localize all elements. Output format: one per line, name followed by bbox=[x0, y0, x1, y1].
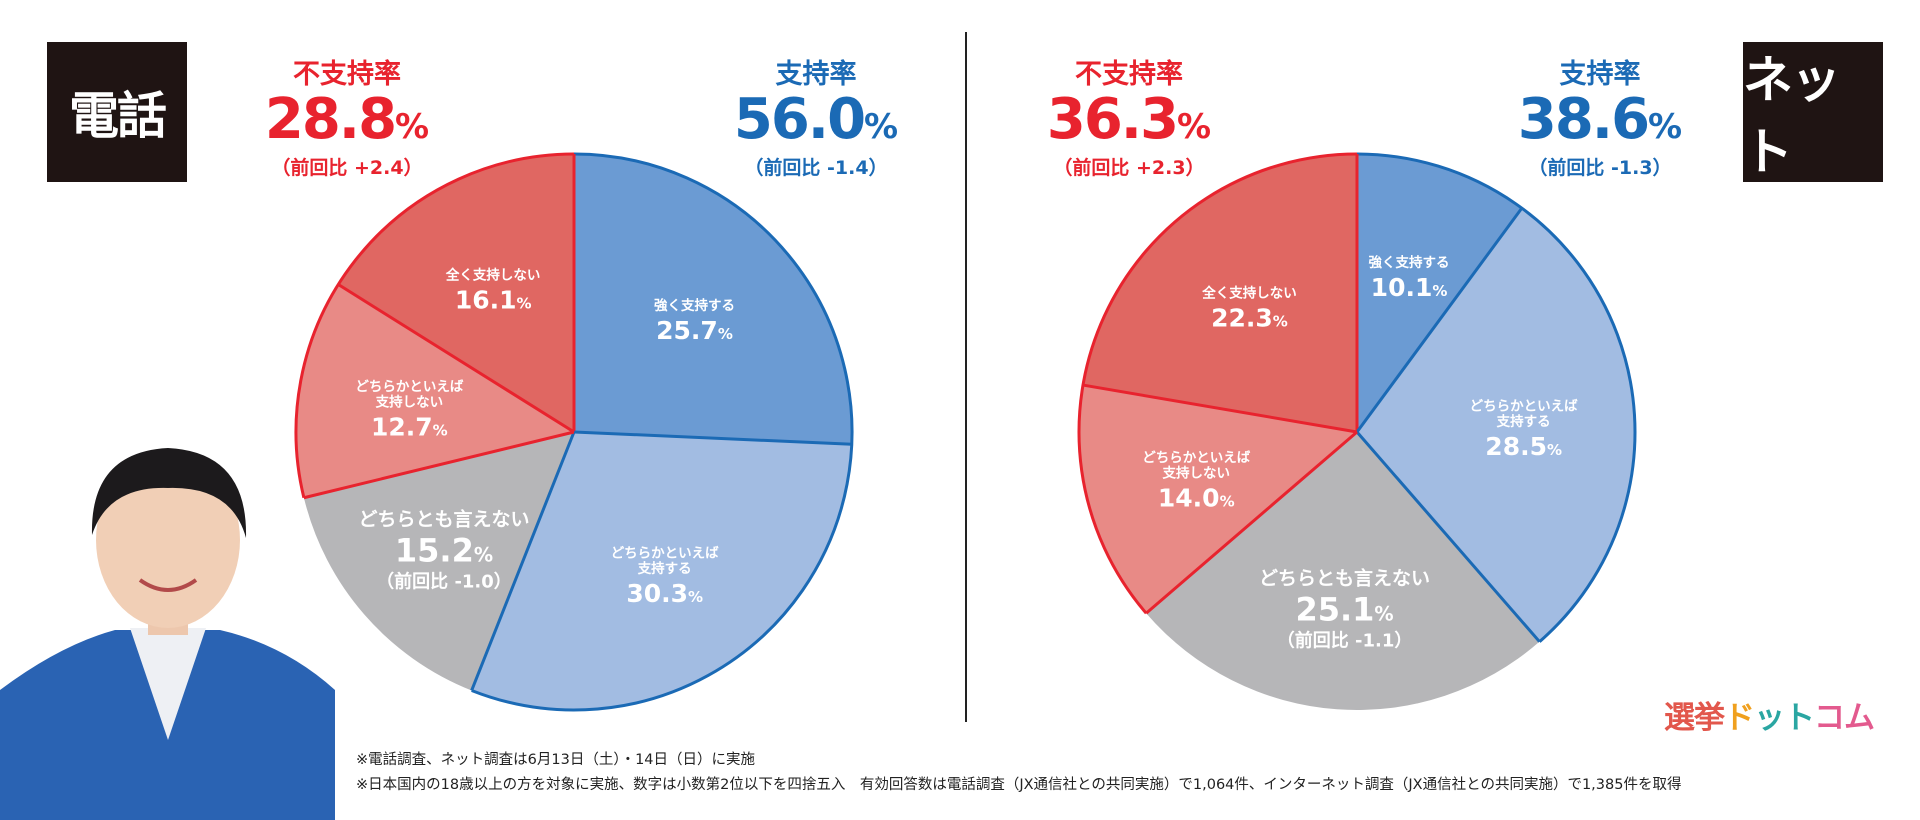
slice-label-lean-oppose: どちらかといえば bbox=[355, 379, 463, 395]
oppose-outline-edge bbox=[303, 430, 575, 500]
phone-approve-diff: （前回比 -1.4） bbox=[744, 157, 888, 179]
pie-slice-lean-support bbox=[1357, 208, 1636, 642]
slice-value-neutral: 15.2% bbox=[395, 532, 493, 570]
phone-disapprove-diff: （前回比 +2.4） bbox=[271, 157, 423, 179]
phone-approve-value: 56.0% bbox=[733, 87, 899, 152]
phone-survey-badge: 電話 bbox=[47, 42, 187, 182]
oppose-inner-edge bbox=[337, 283, 575, 434]
slice-label-lean-support: 支持する bbox=[637, 560, 692, 577]
slice-label-strong-oppose: 全く支持しない bbox=[445, 266, 541, 283]
phone-disapprove-summary: 不支持率 28.8% （前回比 +2.4） bbox=[217, 59, 477, 180]
slice-label-lean-oppose: どちらかといえば bbox=[1142, 450, 1250, 466]
footnote-line: ※日本国内の18歳以上の方を対象に実施、数字は小数第2位以下を四捨五入 有効回答… bbox=[356, 777, 1682, 793]
oppose-outline-edge bbox=[1145, 430, 1358, 615]
pie-slice-neutral bbox=[1146, 432, 1540, 710]
net-approve-diff: （前回比 -1.3） bbox=[1528, 157, 1672, 179]
footnote-line: ※電話調査、ネット調査は6月13日（土）・14日（日）に実施 bbox=[356, 752, 756, 768]
oppose-inner-edge bbox=[1082, 383, 1358, 434]
panel-divider bbox=[965, 32, 967, 722]
oppose-outline-arc bbox=[294, 152, 575, 499]
slice-label-lean-oppose: 支持しない bbox=[375, 393, 444, 410]
pie-slice-strong-support bbox=[1357, 154, 1522, 432]
slice-label-lean-support: 支持する bbox=[1496, 413, 1551, 430]
slice-value-lean-support: 28.5% bbox=[1485, 432, 1562, 461]
pie-slice-lean-oppose bbox=[1079, 385, 1357, 614]
slice-value-strong-oppose: 22.3% bbox=[1211, 304, 1288, 333]
support-outline-arc bbox=[1356, 152, 1637, 643]
slice-label-lean-support: どちらかといえば bbox=[1470, 399, 1578, 415]
net-disapprove-value: 36.3% bbox=[1046, 87, 1212, 152]
support-inner-edge bbox=[573, 430, 852, 446]
footnotes: ※電話調査、ネット調査は6月13日（土）・14日（日）に実施 ※日本国内の18歳… bbox=[356, 748, 1681, 798]
pie-slice-strong-support bbox=[574, 154, 852, 445]
net-survey-badge: ネット bbox=[1743, 42, 1883, 182]
support-outline-edge bbox=[1355, 431, 1541, 643]
phone-disapprove-label: 不支持率 bbox=[293, 59, 401, 90]
slice-value-lean-oppose: 12.7% bbox=[371, 412, 448, 441]
phone-disapprove-value: 28.8% bbox=[264, 87, 430, 152]
slice-value-neutral: 25.1% bbox=[1295, 590, 1393, 628]
pie-slice-lean-oppose bbox=[296, 284, 574, 498]
pie-slice-neutral bbox=[303, 432, 574, 691]
slice-label-neutral: どちらとも言えない bbox=[1259, 566, 1430, 589]
pie-slice-strong-oppose bbox=[1082, 154, 1357, 432]
slice-note-neutral: （前回比 -1.1） bbox=[1277, 629, 1413, 651]
slice-note-neutral: （前回比 -1.0） bbox=[376, 571, 512, 593]
net-approve-label: 支持率 bbox=[1559, 59, 1641, 90]
net-approve-value: 38.6% bbox=[1517, 87, 1683, 152]
net-disapprove-label: 不支持率 bbox=[1075, 59, 1183, 90]
slice-label-strong-oppose: 全く支持しない bbox=[1201, 285, 1297, 302]
slice-value-strong-support: 10.1% bbox=[1371, 273, 1448, 302]
net-disapprove-summary: 不支持率 36.3% （前回比 +2.3） bbox=[999, 59, 1259, 180]
slice-label-lean-support: どちらかといえば bbox=[611, 545, 719, 561]
support-outline-arc bbox=[471, 152, 854, 712]
senkyo-dotcom-logo: 選挙ドットコム bbox=[1664, 700, 1875, 736]
phone-approve-label: 支持率 bbox=[775, 59, 857, 90]
slice-value-lean-support: 30.3% bbox=[626, 579, 703, 608]
slice-value-strong-oppose: 16.1% bbox=[455, 285, 532, 314]
slice-label-strong-support: 強く支持する bbox=[654, 297, 735, 314]
slice-label-strong-support: 強く支持する bbox=[1369, 254, 1450, 271]
net-approve-summary: 支持率 38.6% （前回比 -1.3） bbox=[1470, 59, 1730, 180]
slice-value-strong-support: 25.7% bbox=[656, 316, 733, 345]
slice-label-lean-oppose: 支持しない bbox=[1162, 465, 1231, 482]
person-photo bbox=[0, 448, 335, 820]
slice-value-lean-oppose: 14.0% bbox=[1158, 484, 1235, 513]
pie-slice-strong-oppose bbox=[338, 154, 574, 432]
slice-label-neutral: どちらとも言えない bbox=[358, 508, 529, 531]
net-disapprove-diff: （前回比 +2.3） bbox=[1053, 157, 1205, 179]
oppose-outline-arc bbox=[1077, 152, 1358, 615]
support-outline-edge bbox=[470, 431, 576, 692]
support-inner-edge bbox=[1355, 207, 1524, 433]
phone-approve-summary: 支持率 56.0% （前回比 -1.4） bbox=[686, 59, 946, 180]
